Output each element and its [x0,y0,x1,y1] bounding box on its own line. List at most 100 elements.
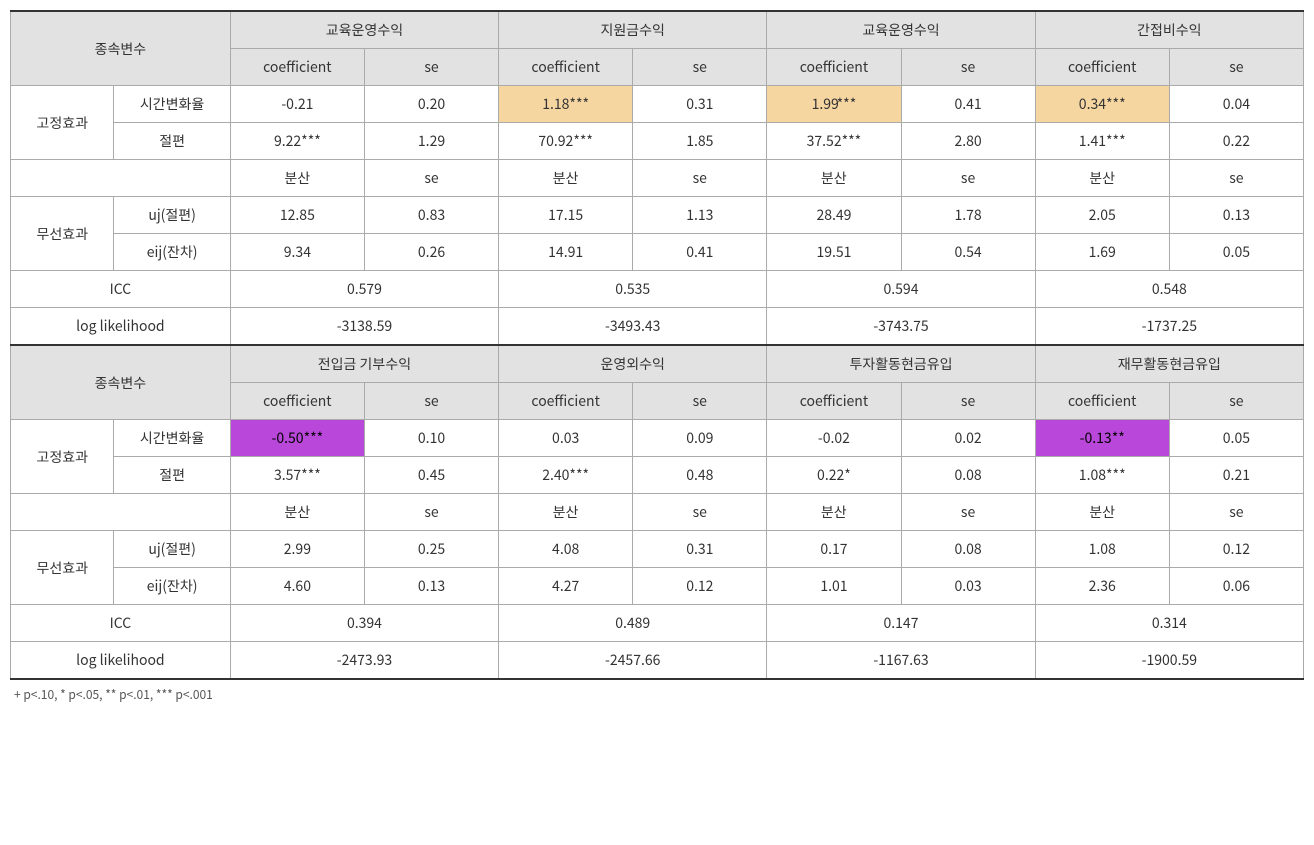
time-label: 시간변화율 [114,420,230,457]
b1-icc: ICC 0.579 0.535 0.594 0.548 [11,271,1304,308]
cell: -0.13** [1035,420,1169,457]
cell: 2.80 [901,123,1035,160]
eij-label: eij(잔차) [114,234,230,271]
significance-footnote: + p<.10, * p<.05, ** p<.01, *** p<.001 [10,680,1304,703]
cell: 1.69 [1035,234,1169,271]
cell: 1.08*** [1035,457,1169,494]
cell: 0.594 [767,271,1035,308]
se-label: se [901,383,1035,420]
cell: -1167.63 [767,642,1035,680]
b1-fixed-intercept: 절편 9.22***1.29 70.92***1.85 37.52***2.80… [11,123,1304,160]
depvar-label: 종속변수 [11,345,231,420]
cell: 0.147 [767,605,1035,642]
coef-label: coefficient [1035,383,1169,420]
coef-label: coefficient [1035,49,1169,86]
coef-label: coefficient [767,49,901,86]
cell: 0.579 [230,271,498,308]
cell: 0.22 [1169,123,1303,160]
cell: 0.10 [364,420,498,457]
uj-label: uj(절편) [114,531,230,568]
depvar-label: 종속변수 [11,11,231,86]
icc-label: ICC [11,605,231,642]
cell: 1.13 [633,197,767,234]
blank [11,494,231,531]
se-label: se [901,494,1035,531]
cell: 0.48 [633,457,767,494]
se-label: se [901,49,1035,86]
fixed-label: 고정효과 [11,86,114,160]
fixed-label: 고정효과 [11,420,114,494]
b2-header-row1: 종속변수 전입금 기부수익 운영외수익 투자활동현금유입 재무활동현금유입 [11,345,1304,383]
b1-h3: 간접비수익 [1035,11,1303,49]
coef-label: coefficient [499,383,633,420]
b2-fixed-intercept: 절편 3.57***0.45 2.40***0.48 0.22*0.08 1.0… [11,457,1304,494]
cell: 0.17 [767,531,901,568]
cell: 2.36 [1035,568,1169,605]
b2-h0: 전입금 기부수익 [230,345,498,383]
var-label: 분산 [767,160,901,197]
cell: 19.51 [767,234,901,271]
cell: 0.13 [1169,197,1303,234]
var-label: 분산 [767,494,901,531]
cell: 1.41*** [1035,123,1169,160]
eij-label: eij(잔차) [114,568,230,605]
cell: 0.45 [364,457,498,494]
cell: 4.60 [230,568,364,605]
blank [11,160,231,197]
b2-random-eij: eij(잔차) 4.600.13 4.270.12 1.010.03 2.360… [11,568,1304,605]
cell: 17.15 [499,197,633,234]
ll-label: log likelihood [11,642,231,680]
cell: 0.06 [1169,568,1303,605]
cell: 9.34 [230,234,364,271]
cell: 1.78 [901,197,1035,234]
se-label: se [633,49,767,86]
icc-label: ICC [11,271,231,308]
cell: 0.54 [901,234,1035,271]
ll-label: log likelihood [11,308,231,346]
se-label: se [901,160,1035,197]
se-label: se [1169,494,1303,531]
cell: 0.41 [633,234,767,271]
cell: 0.12 [633,568,767,605]
cell: -3138.59 [230,308,498,346]
cell: 1.08 [1035,531,1169,568]
uj-label: uj(절편) [114,197,230,234]
cell: 28.49 [767,197,901,234]
cell: 12.85 [230,197,364,234]
time-label: 시간변화율 [114,86,230,123]
cell: 0.05 [1169,234,1303,271]
se-label: se [1169,160,1303,197]
cell: 0.83 [364,197,498,234]
random-label: 무선효과 [11,197,114,271]
b1-h0: 교육운영수익 [230,11,498,49]
cell: -3743.75 [767,308,1035,346]
var-label: 분산 [230,160,364,197]
cell: 2.40*** [499,457,633,494]
random-label: 무선효과 [11,531,114,605]
cell: 1.85 [633,123,767,160]
var-label: 분산 [230,494,364,531]
intercept-label: 절편 [114,123,230,160]
b2-var-header: 분산se 분산se 분산se 분산se [11,494,1304,531]
cell: 1.29 [364,123,498,160]
b1-fixed-time: 고정효과 시간변화율 -0.210.20 1.18***0.31 1.99***… [11,86,1304,123]
cell: 14.91 [499,234,633,271]
cell: 0.31 [633,86,767,123]
b2-fixed-time: 고정효과 시간변화율 -0.50***0.10 0.030.09 -0.020.… [11,420,1304,457]
cell: 0.09 [633,420,767,457]
se-label: se [633,383,767,420]
cell: 0.41 [901,86,1035,123]
b2-random-uj: 무선효과 uj(절편) 2.990.25 4.080.31 0.170.08 1… [11,531,1304,568]
cell: -0.02 [767,420,901,457]
se-label: se [633,494,767,531]
b1-header-row1: 종속변수 교육운영수익 지원금수익 교육운영수익 간접비수익 [11,11,1304,49]
cell: 0.26 [364,234,498,271]
cell: 37.52*** [767,123,901,160]
se-label: se [364,383,498,420]
cell: 0.08 [901,457,1035,494]
se-label: se [364,49,498,86]
b1-ll: log likelihood -3138.59 -3493.43 -3743.7… [11,308,1304,346]
cell: 1.99*** [767,86,901,123]
cell: 0.03 [901,568,1035,605]
cell: 0.02 [901,420,1035,457]
